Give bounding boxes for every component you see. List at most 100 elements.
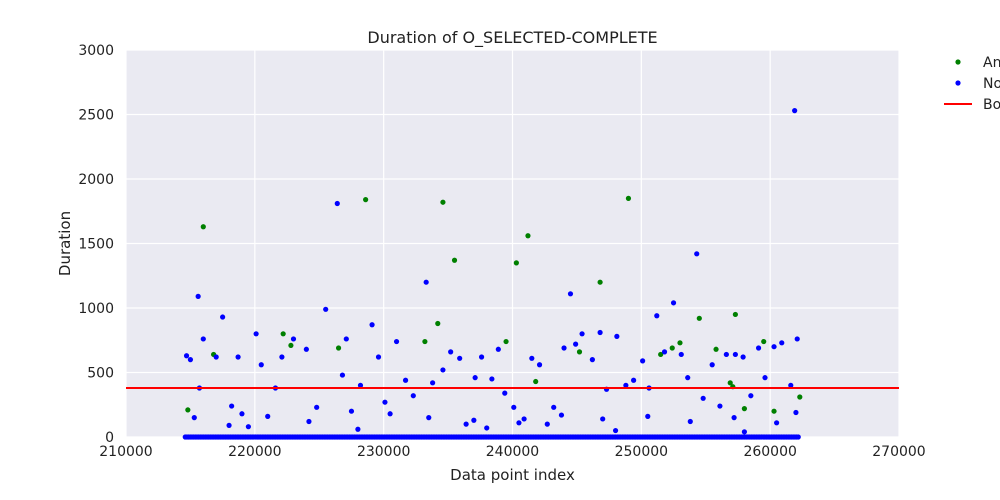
data-point-No (213, 354, 219, 360)
data-point-No (478, 354, 485, 360)
data-point-An (280, 331, 286, 337)
y-tick-label: 0 (105, 430, 114, 446)
data-point-No (573, 341, 579, 347)
data-point-No (472, 375, 478, 381)
legend-marker (955, 80, 961, 86)
data-point-No (654, 313, 660, 319)
data-point-No (600, 416, 606, 422)
data-point-No (430, 380, 436, 386)
data-point-No (290, 336, 297, 342)
y-tick-label: 2000 (78, 172, 114, 188)
data-point-No (253, 331, 259, 337)
data-point-No (426, 415, 432, 421)
y-tick-label: 3000 (78, 43, 114, 59)
data-point-No (614, 333, 620, 339)
data-point-No (410, 393, 416, 399)
y-tick-label: 2500 (78, 108, 114, 124)
data-point-No (382, 399, 388, 405)
data-point-No (502, 390, 508, 396)
data-point-No (355, 426, 361, 432)
data-point-No (303, 346, 309, 352)
data-point-No (229, 403, 235, 409)
data-point-No (755, 345, 762, 351)
data-point-An (576, 349, 583, 355)
data-point-No (732, 351, 738, 358)
y-tick-label: 1500 (78, 237, 114, 253)
data-points (182, 108, 803, 440)
data-point-An (185, 407, 191, 413)
y-axis-label: Duration (56, 211, 74, 276)
data-point-No (685, 375, 691, 381)
data-point-No (339, 372, 346, 378)
legend-label: No (983, 76, 1000, 92)
data-point-No (544, 421, 550, 427)
data-point-No (448, 349, 454, 355)
data-point-No (187, 357, 194, 363)
data-point-An (335, 345, 342, 351)
data-point-No (561, 345, 567, 351)
data-point-No (279, 354, 285, 360)
data-point-No (748, 393, 754, 399)
x-tick-label: 210000 (99, 444, 152, 460)
data-point-No (794, 336, 800, 342)
x-axis-ticks: 210000 220000 230000 240000 250000 260000 2700… (99, 444, 925, 460)
data-point-No (645, 413, 651, 419)
data-point-No (709, 362, 715, 368)
data-point-No (484, 425, 490, 431)
data-point-No (220, 314, 226, 320)
data-point-No (195, 293, 201, 299)
data-point-No (440, 367, 446, 373)
data-point-No (793, 409, 799, 416)
data-point-An (727, 380, 733, 386)
data-point-An (713, 346, 719, 352)
data-point-An (625, 195, 632, 201)
data-point-No (741, 429, 748, 435)
data-point-No (723, 351, 729, 358)
data-point-An (677, 340, 683, 346)
data-point-No (567, 291, 574, 297)
data-point-No (694, 251, 700, 257)
data-point-No (631, 377, 637, 383)
data-point-No (771, 344, 777, 350)
data-point-An (797, 394, 803, 400)
data-point-No (700, 395, 706, 401)
data-point-No (343, 336, 349, 342)
y-axis-ticks: 0 500 1000 1500 2000 2500 3000 (78, 43, 114, 446)
y-tick-label: 500 (87, 366, 114, 382)
data-point-No (457, 355, 463, 361)
data-point-No (551, 404, 557, 410)
data-point-No (640, 358, 646, 364)
data-point-An (440, 199, 446, 205)
data-point-No (306, 418, 312, 425)
data-point-No (239, 411, 245, 417)
data-point-An (200, 224, 206, 230)
data-point-No (678, 351, 684, 358)
data-point-An (771, 408, 777, 414)
data-point-No (323, 306, 329, 312)
data-point-An (451, 257, 458, 263)
data-point-An (741, 406, 748, 412)
data-point-An (696, 315, 702, 321)
x-tick-label: 230000 (357, 444, 410, 460)
data-point-No (687, 418, 693, 425)
data-point-No (516, 420, 522, 426)
data-point-No (623, 382, 629, 388)
data-point-No (774, 420, 780, 426)
x-tick-label: 240000 (486, 444, 539, 460)
x-tick-label: 250000 (615, 444, 668, 460)
data-point-No (779, 340, 785, 346)
legend-label: An (983, 55, 1000, 71)
data-point-No (258, 362, 264, 368)
data-point-No (511, 404, 517, 410)
baseline-point (795, 434, 801, 440)
data-point-No (314, 404, 320, 410)
data-point-No (521, 416, 527, 422)
data-point-No (589, 357, 595, 363)
x-axis-label: Data point index (450, 466, 575, 484)
data-point-No (489, 376, 495, 382)
data-point-No (191, 415, 197, 421)
data-point-No (788, 382, 794, 388)
data-point-No (762, 375, 768, 381)
data-point-No (200, 336, 206, 342)
data-point-No (529, 355, 535, 361)
